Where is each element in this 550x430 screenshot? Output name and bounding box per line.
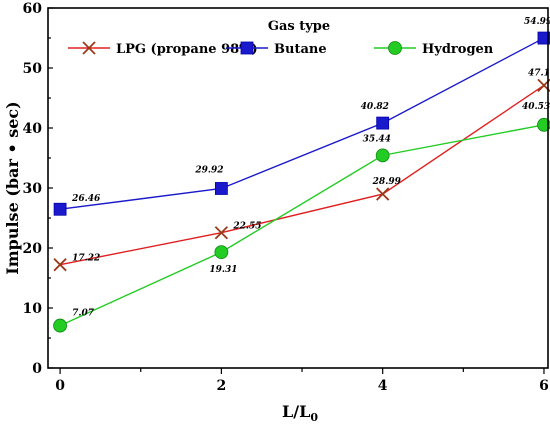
data-point-circle	[214, 245, 229, 260]
data-label: 47.11	[528, 68, 550, 78]
data-point-square	[53, 202, 67, 216]
x-tick-label: 4	[378, 378, 388, 394]
series-line-square	[60, 37, 545, 210]
data-label: 54.99	[524, 17, 550, 27]
data-point-x	[214, 226, 229, 240]
data-label: 17.22	[72, 254, 100, 264]
data-label: 40.53	[522, 102, 550, 112]
data-point-circle	[53, 318, 67, 333]
data-point-circle	[537, 117, 550, 132]
legend: Gas type LPG (propane 98%) Butane Hydrogen	[68, 19, 494, 57]
plot-frame	[47, 7, 549, 369]
legend-marker-circle	[388, 41, 402, 55]
data-label: 26.46	[71, 194, 101, 204]
data-label: 19.31	[209, 265, 237, 275]
y-tick-label: 10	[23, 301, 43, 317]
data-point-circle	[375, 148, 390, 163]
data-point-square	[376, 116, 390, 130]
legend-title: Gas type	[268, 19, 330, 34]
data-label: 40.82	[361, 102, 389, 112]
data-label: 22.55	[232, 222, 261, 232]
legend-label: Hydrogen	[422, 42, 494, 57]
data-label: 29.92	[194, 165, 223, 175]
y-tick-label: 20	[23, 241, 43, 257]
data-point-square	[214, 182, 228, 195]
data-label: 35.44	[363, 134, 391, 144]
x-axis-title: L/L0	[282, 402, 318, 424]
y-tick-label: 50	[23, 61, 43, 77]
x-tick-label: 6	[539, 378, 549, 394]
data-point-x	[376, 187, 390, 201]
x-tick-label: 2	[217, 378, 227, 394]
y-axis-title: Impulse (bar • sec)	[3, 101, 22, 275]
data-point-x	[53, 258, 67, 272]
x-tick-label: 0	[55, 378, 65, 394]
series-line-x	[59, 84, 545, 266]
y-tick-label: 60	[23, 1, 43, 17]
legend-marker-square	[240, 41, 254, 55]
y-tick-label: 40	[23, 121, 43, 137]
legend-label: LPG (propane 98%)	[116, 42, 258, 57]
y-tick-label: 30	[23, 181, 43, 197]
data-label: 28.99	[372, 177, 402, 187]
legend-label: Butane	[274, 42, 327, 57]
data-label: 7.07	[72, 309, 95, 319]
series-line-circle	[59, 124, 545, 327]
legend-marker-x	[82, 41, 96, 55]
y-tick-label: 0	[32, 361, 42, 377]
